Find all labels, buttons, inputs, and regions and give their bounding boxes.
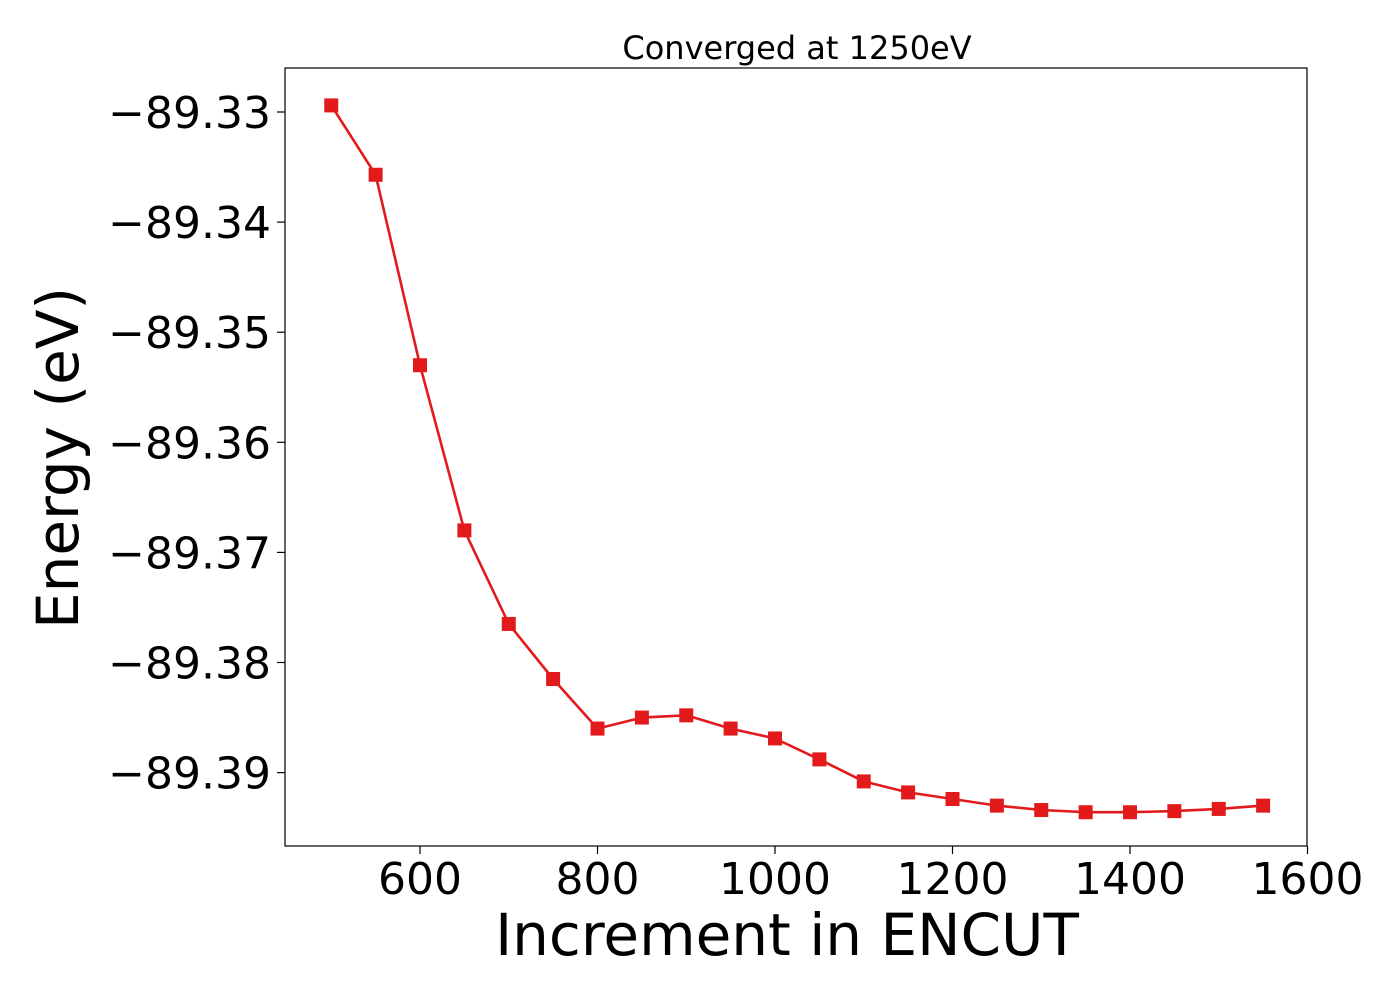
y-tick-label: −89.33 [108, 88, 271, 139]
data-point [679, 708, 694, 723]
x-tick-label: 1200 [897, 854, 1009, 905]
y-tick-label: −89.39 [108, 749, 271, 800]
data-point [1078, 805, 1093, 820]
data-point [590, 721, 605, 736]
data-point [413, 358, 427, 373]
data-point [812, 752, 827, 767]
y-tick-label: −89.38 [108, 639, 271, 690]
data-point [501, 616, 516, 631]
x-tick-label: 1000 [719, 854, 831, 905]
y-tick-label: −89.34 [108, 198, 271, 249]
data-point [546, 672, 561, 687]
data-point [1123, 805, 1137, 820]
energy-series-line [329, 104, 1265, 814]
plot-frame [284, 67, 1308, 847]
x-tick-label: 1400 [1074, 854, 1186, 905]
data-point [1256, 798, 1271, 813]
x-tick-label: 1600 [1252, 854, 1364, 905]
data-point [901, 785, 916, 800]
chart-title: Converged at 1250eV [622, 29, 971, 67]
data-point [324, 98, 339, 113]
y-tick-label: −89.37 [108, 528, 271, 579]
y-axis-label: Energy (eV) [24, 287, 92, 629]
data-point [856, 774, 871, 789]
data-point [723, 721, 738, 736]
data-point [1034, 803, 1049, 818]
plot-area: −89.33 −89.34 −89.35 −89.36 −89.37 −89.38 −89.… [108, 67, 1364, 905]
x-tick-label: 600 [378, 854, 462, 905]
y-tick-label: −89.35 [108, 308, 271, 359]
data-point [989, 798, 1004, 813]
data-point [634, 710, 649, 725]
data-point [457, 523, 472, 538]
data-point [768, 731, 782, 746]
x-axis-label: Increment in ENCUT [495, 901, 1079, 969]
data-point [1211, 801, 1226, 816]
y-tick-label: −89.36 [108, 418, 271, 469]
data-point [945, 792, 960, 807]
data-point [368, 167, 383, 182]
x-tick-label: 800 [556, 854, 640, 905]
data-point [1167, 804, 1182, 819]
